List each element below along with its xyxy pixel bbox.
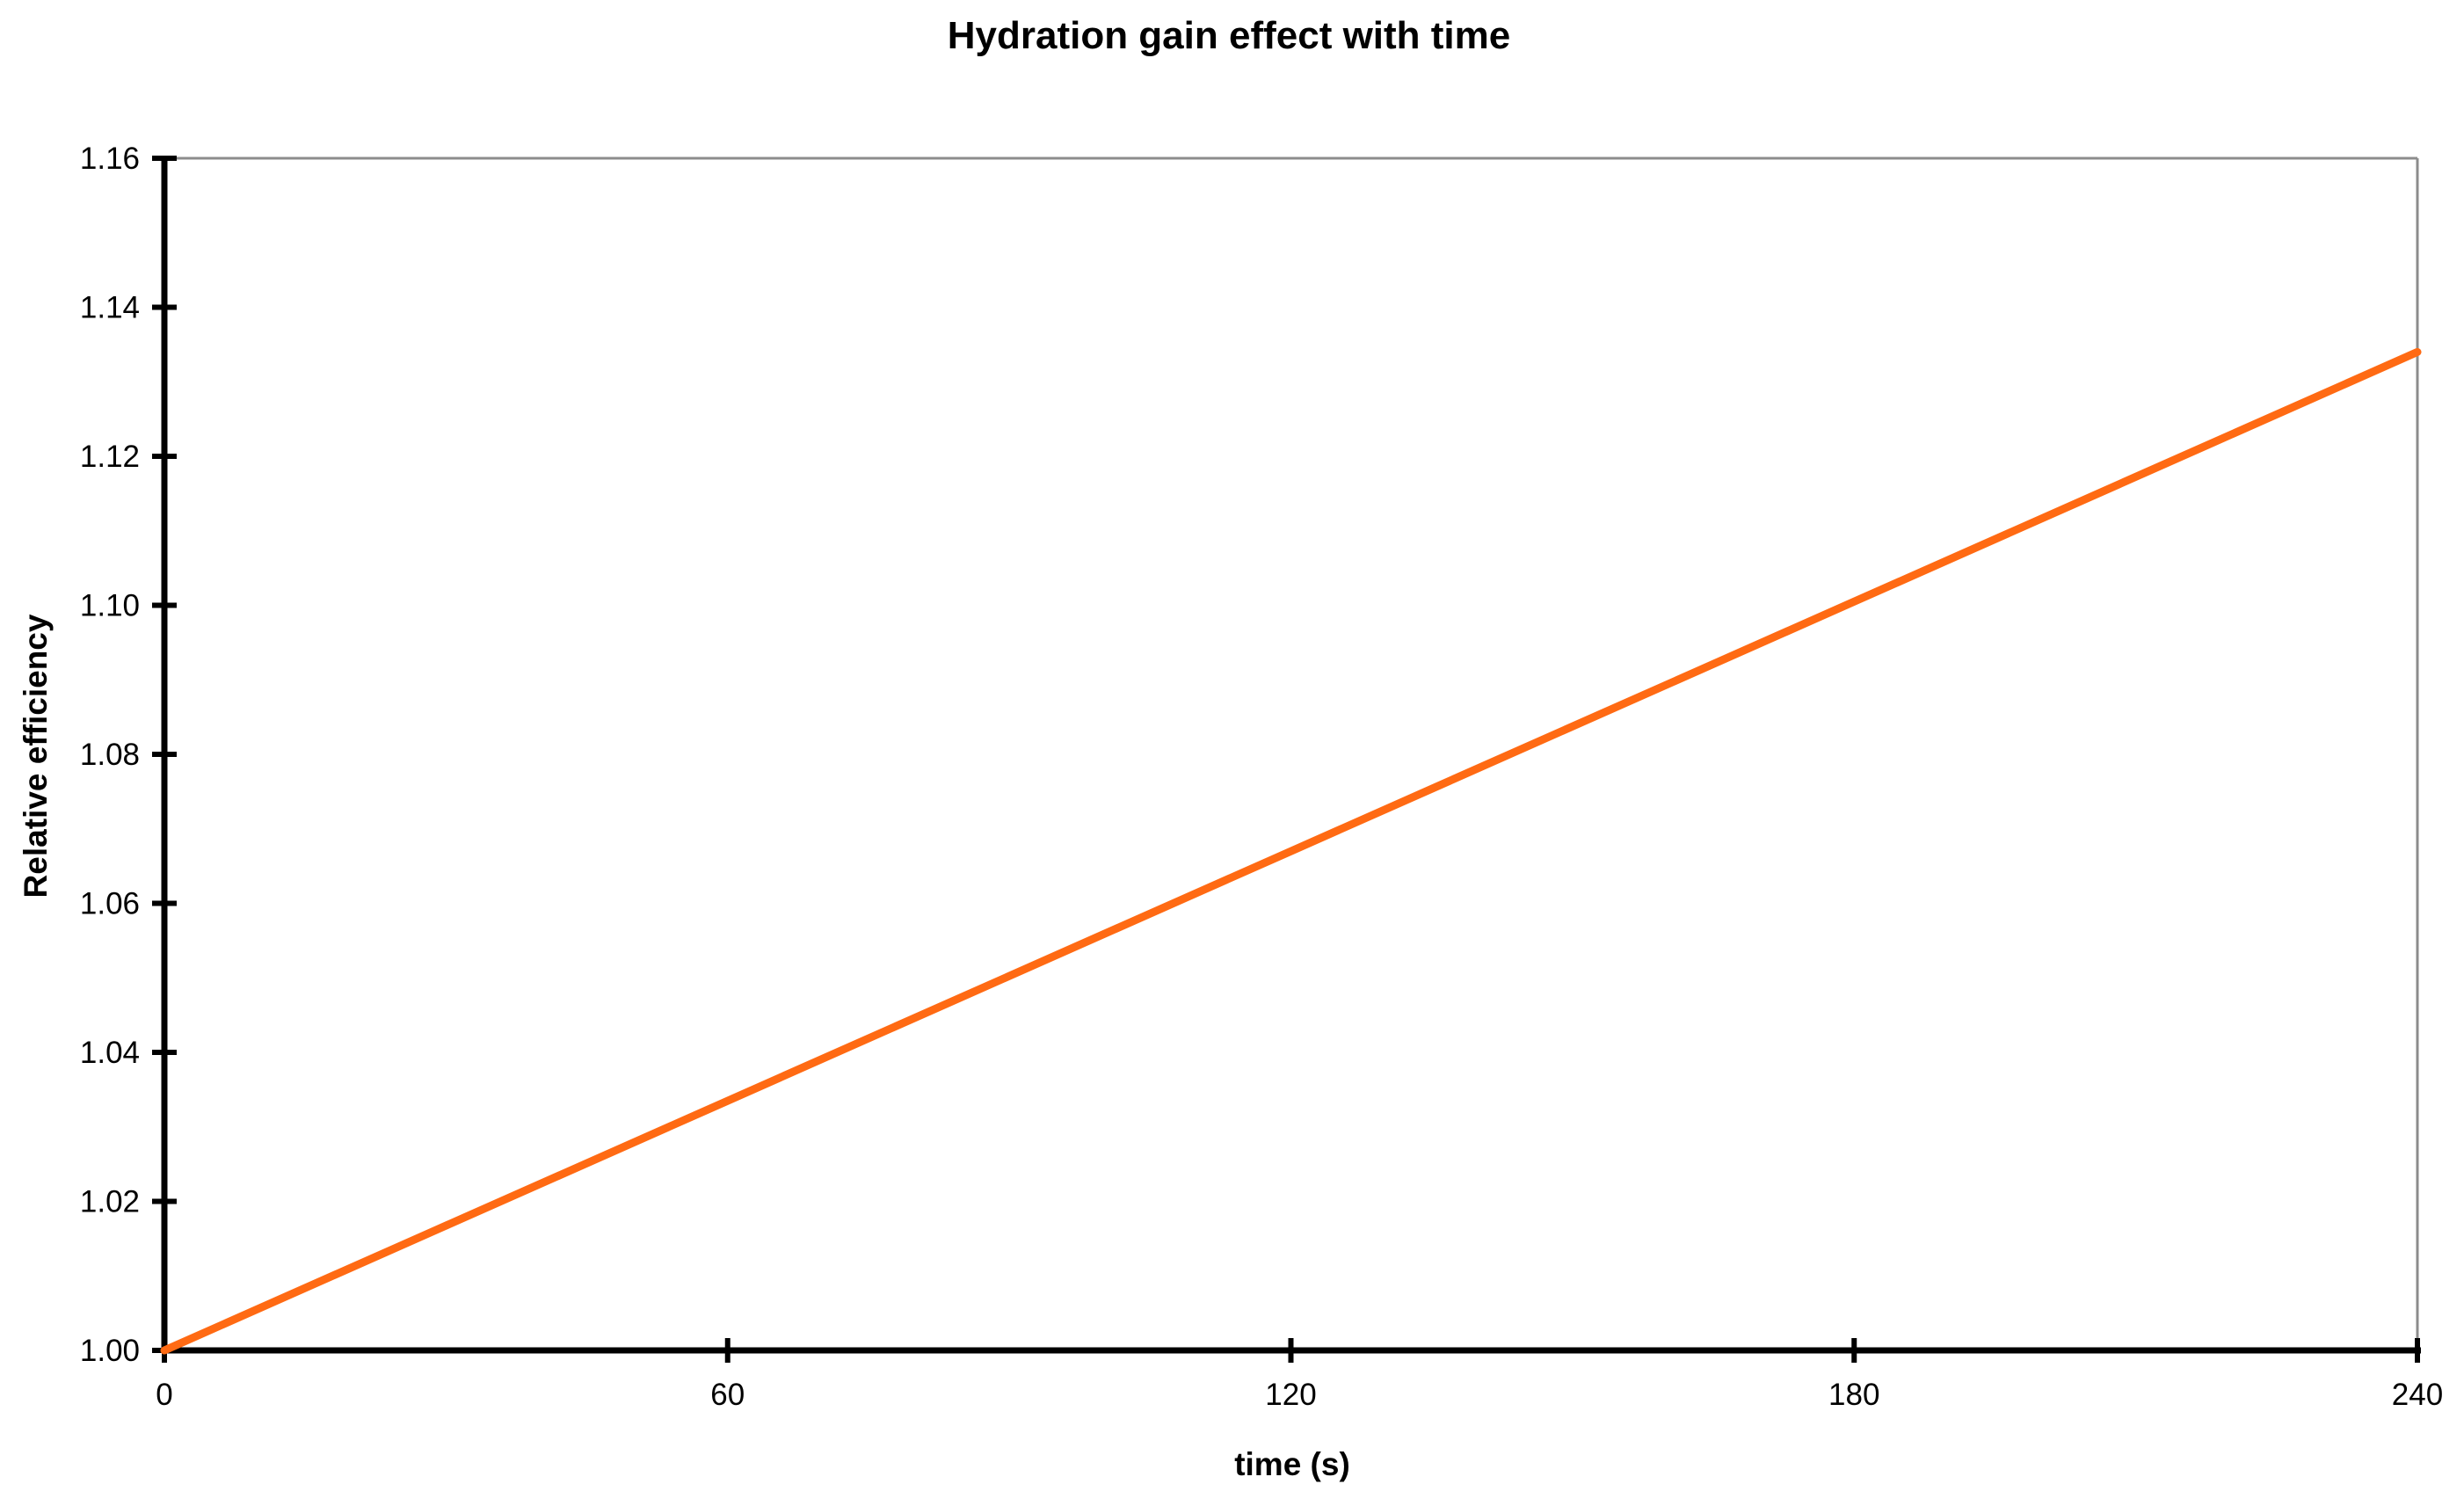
y-axis-label: Relative efficiency: [18, 614, 54, 898]
series-line-0: [160, 347, 2422, 1355]
x-tick-label: 180: [1828, 1378, 1879, 1412]
y-tick-label: 1.10: [80, 589, 140, 623]
x-axis-label: time (s): [1234, 1446, 1350, 1482]
x-axis-ticks: 0 60 120 180 240: [156, 1338, 2443, 1412]
y-axis-ticks: 1.00 1.02 1.04 1.06 1.08 1.10 1.12 1.14 1.16: [80, 142, 177, 1368]
y-tick-label: 1.04: [80, 1036, 140, 1070]
y-tick-label: 1.02: [80, 1185, 140, 1219]
x-tick-label: 240: [2392, 1378, 2443, 1412]
x-tick-label: 0: [156, 1378, 172, 1412]
y-tick-label: 1.08: [80, 738, 140, 772]
y-tick-label: 1.16: [80, 142, 140, 176]
series-layer: [160, 347, 2422, 1355]
x-tick-label: 60: [710, 1378, 745, 1412]
y-tick-label: 1.06: [80, 887, 140, 921]
y-tick-label: 1.00: [80, 1334, 140, 1368]
y-tick-label: 1.14: [80, 291, 140, 325]
chart-title: Hydration gain effect with time: [948, 14, 1511, 57]
y-tick-label: 1.12: [80, 440, 140, 474]
x-tick-label: 120: [1265, 1378, 1316, 1412]
